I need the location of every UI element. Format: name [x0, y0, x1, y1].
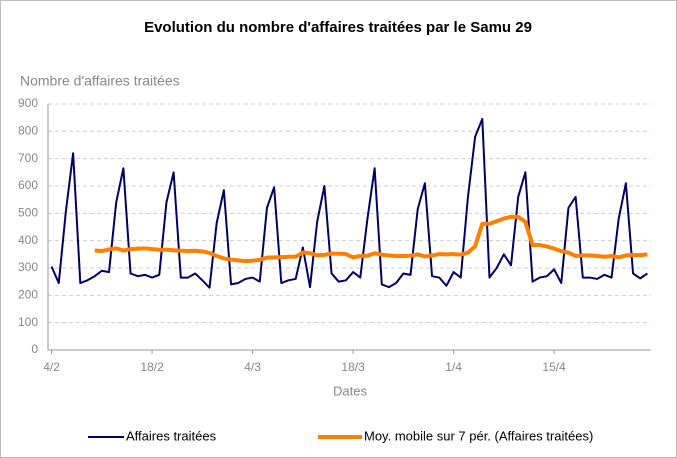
y-tick-label: 800 [18, 124, 38, 138]
y-tick-label: 400 [18, 233, 38, 247]
y-tick-label: 200 [18, 288, 38, 302]
y-tick-label: 100 [18, 315, 38, 329]
y-axis-title: Nombre d'affaires traitées [20, 73, 180, 89]
y-tick-label: 300 [18, 260, 38, 274]
y-tick-label: 500 [18, 206, 38, 220]
x-tick-label: 18/3 [341, 360, 365, 374]
series-line [50, 118, 648, 289]
x-axis-title: Dates [333, 383, 367, 398]
x-tick-label: 18/2 [140, 360, 164, 374]
y-tick-label: 700 [18, 151, 38, 165]
legend-label: Affaires traitées [126, 428, 217, 443]
series-line [94, 214, 648, 264]
y-tick-label: 0 [31, 342, 38, 356]
x-tick-label: 4/2 [43, 360, 60, 374]
x-tick-label: 4/3 [244, 360, 261, 374]
x-tick-label: 15/4 [542, 360, 566, 374]
y-tick-label: 600 [18, 178, 38, 192]
chart-title: Evolution du nombre d'affaires traitées … [144, 19, 532, 36]
legend-label: Moy. mobile sur 7 pér. (Affaires traitée… [364, 428, 593, 443]
y-tick-label: 900 [18, 96, 38, 110]
x-tick-label: 1/4 [445, 360, 462, 374]
